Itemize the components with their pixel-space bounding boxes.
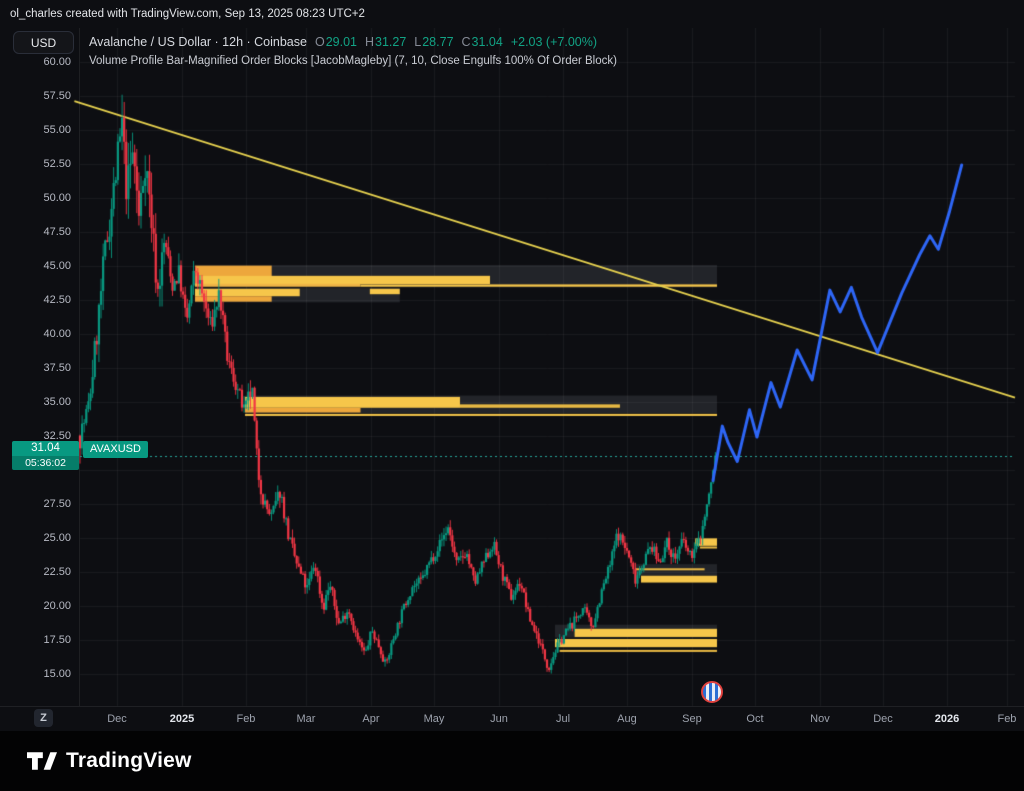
symbol-header[interactable]: Avalanche / US Dollar · 12h · Coinbase O… bbox=[89, 35, 597, 49]
time-tick-label: Mar bbox=[296, 713, 316, 725]
price-tick-label: 20.00 bbox=[43, 599, 71, 612]
current-price-label: 31.04 05:36:02 bbox=[12, 440, 79, 470]
price-tick-label: 25.00 bbox=[43, 531, 71, 544]
bar-countdown: 05:36:02 bbox=[12, 455, 79, 470]
time-tick-label: Feb bbox=[236, 713, 256, 725]
price-tick-label: 55.00 bbox=[43, 123, 71, 136]
price-tick-label: 45.00 bbox=[43, 259, 71, 272]
price-tick-label: 37.50 bbox=[43, 361, 71, 374]
time-tick-label: Dec bbox=[107, 713, 127, 725]
tradingview-logo[interactable]: TradingView bbox=[27, 749, 192, 773]
close-label: C bbox=[461, 35, 471, 49]
brand-name: TradingView bbox=[66, 749, 192, 772]
time-tick-label: 2025 bbox=[169, 713, 195, 725]
price-chart-canvas[interactable] bbox=[0, 28, 1024, 731]
price-tick-label: 27.50 bbox=[43, 497, 71, 510]
time-tick-label: Feb bbox=[997, 713, 1017, 725]
time-tick-label: Jul bbox=[555, 713, 571, 725]
price-tick-label: 35.00 bbox=[43, 395, 71, 408]
price-axis[interactable]: 60.00 57.50 55.00 52.50 50.00 47.50 45.00 42.50… bbox=[0, 28, 80, 706]
time-axis[interactable]: Dec 2025 Feb Mar Apr May Jun Jul Aug Sep Oct Nov Dec… bbox=[0, 706, 1024, 731]
time-tick-label: Aug bbox=[617, 713, 637, 725]
price-tick-label: 22.50 bbox=[43, 565, 71, 578]
footer-bar: TradingView bbox=[0, 731, 1024, 791]
tradingview-logo-icon bbox=[27, 752, 57, 770]
price-tick-label: 40.00 bbox=[43, 327, 71, 340]
time-tick-label: Nov bbox=[810, 713, 830, 725]
high-label: H bbox=[364, 35, 374, 49]
time-tick-label: Sep bbox=[682, 713, 702, 725]
event-marker-icon[interactable] bbox=[701, 681, 724, 703]
low-value: 28.77 bbox=[422, 35, 454, 49]
time-tick-label: 2026 bbox=[934, 713, 960, 725]
attribution-bar: ol_charles created with TradingView.com,… bbox=[10, 8, 365, 20]
close-value: 31.04 bbox=[471, 35, 503, 49]
current-price-value: 31.04 bbox=[31, 441, 60, 454]
price-tick-label: 57.50 bbox=[43, 89, 71, 102]
indicator-label[interactable]: Volume Profile Bar-Magnified Order Block… bbox=[89, 55, 617, 67]
time-tick-label: Apr bbox=[362, 713, 380, 725]
high-value: 31.27 bbox=[375, 35, 407, 49]
price-tick-label: 32.50 bbox=[43, 429, 71, 442]
price-tick-label: 15.00 bbox=[43, 667, 71, 680]
price-tick-label: 50.00 bbox=[43, 191, 71, 204]
open-value: 29.01 bbox=[325, 35, 357, 49]
price-tick-label: 60.00 bbox=[43, 55, 71, 68]
low-label: L bbox=[414, 35, 422, 49]
time-tick-label: Dec bbox=[873, 713, 893, 725]
timezone-button[interactable]: Z bbox=[34, 709, 53, 727]
symbol-title[interactable]: Avalanche / US Dollar · 12h · Coinbase bbox=[89, 35, 307, 49]
chart-area: 60.00 57.50 55.00 52.50 50.00 47.50 45.00 42.50… bbox=[0, 28, 1024, 731]
price-tick-label: 52.50 bbox=[43, 157, 71, 170]
currency-button[interactable]: USD bbox=[13, 31, 74, 54]
price-tick-label: 42.50 bbox=[43, 293, 71, 306]
symbol-price-tag: AVAXUSD bbox=[83, 440, 148, 458]
price-tick-label: 17.50 bbox=[43, 633, 71, 646]
price-tick-label: 47.50 bbox=[43, 225, 71, 238]
open-label: O bbox=[314, 35, 325, 49]
time-tick-label: May bbox=[423, 713, 445, 725]
time-tick-label: Oct bbox=[746, 713, 764, 725]
change-value: +2.03 (+7.00%) bbox=[510, 35, 597, 49]
time-tick-label: Jun bbox=[490, 713, 508, 725]
